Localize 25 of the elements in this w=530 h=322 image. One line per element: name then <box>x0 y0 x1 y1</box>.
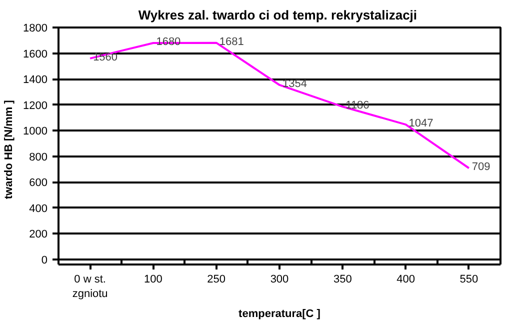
data-label: 1681 <box>219 36 244 48</box>
x-tick-label: 300 <box>270 274 289 286</box>
y-tick-label: 1000 <box>23 126 48 138</box>
chart-title: Wykres zal. twardo ci od temp. rekrystalizacji <box>138 8 418 22</box>
y-tick-label: 1200 <box>23 100 48 112</box>
y-tick-label: 0 <box>41 254 48 266</box>
y-tick-label: 1600 <box>23 48 48 60</box>
y-tick-label: 1400 <box>23 74 48 86</box>
x-tick-label: 550 <box>460 274 478 286</box>
y-tick-label: 800 <box>29 151 48 164</box>
y-tick-label: 600 <box>29 177 48 190</box>
x-tick-label: 350 <box>333 274 352 286</box>
y-axis-title: twardo HB [N/mm ] <box>3 100 16 200</box>
data-label: 1047 <box>408 118 434 130</box>
x-tick-label: 0 w st. zgniotu <box>72 274 108 300</box>
y-tick-label: 200 <box>29 228 48 241</box>
data-label: 1560 <box>93 51 118 64</box>
data-label: 1354 <box>282 78 307 90</box>
data-label: 709 <box>472 161 490 174</box>
x-tick-label: 100 <box>144 274 162 286</box>
x-tick-label: 400 <box>396 274 415 286</box>
y-tick-label: 1800 <box>23 22 48 34</box>
x-axis-title: temperatura[C ] <box>238 308 321 320</box>
x-tick-label: 250 <box>207 274 226 286</box>
y-tick-label: 400 <box>29 202 48 215</box>
